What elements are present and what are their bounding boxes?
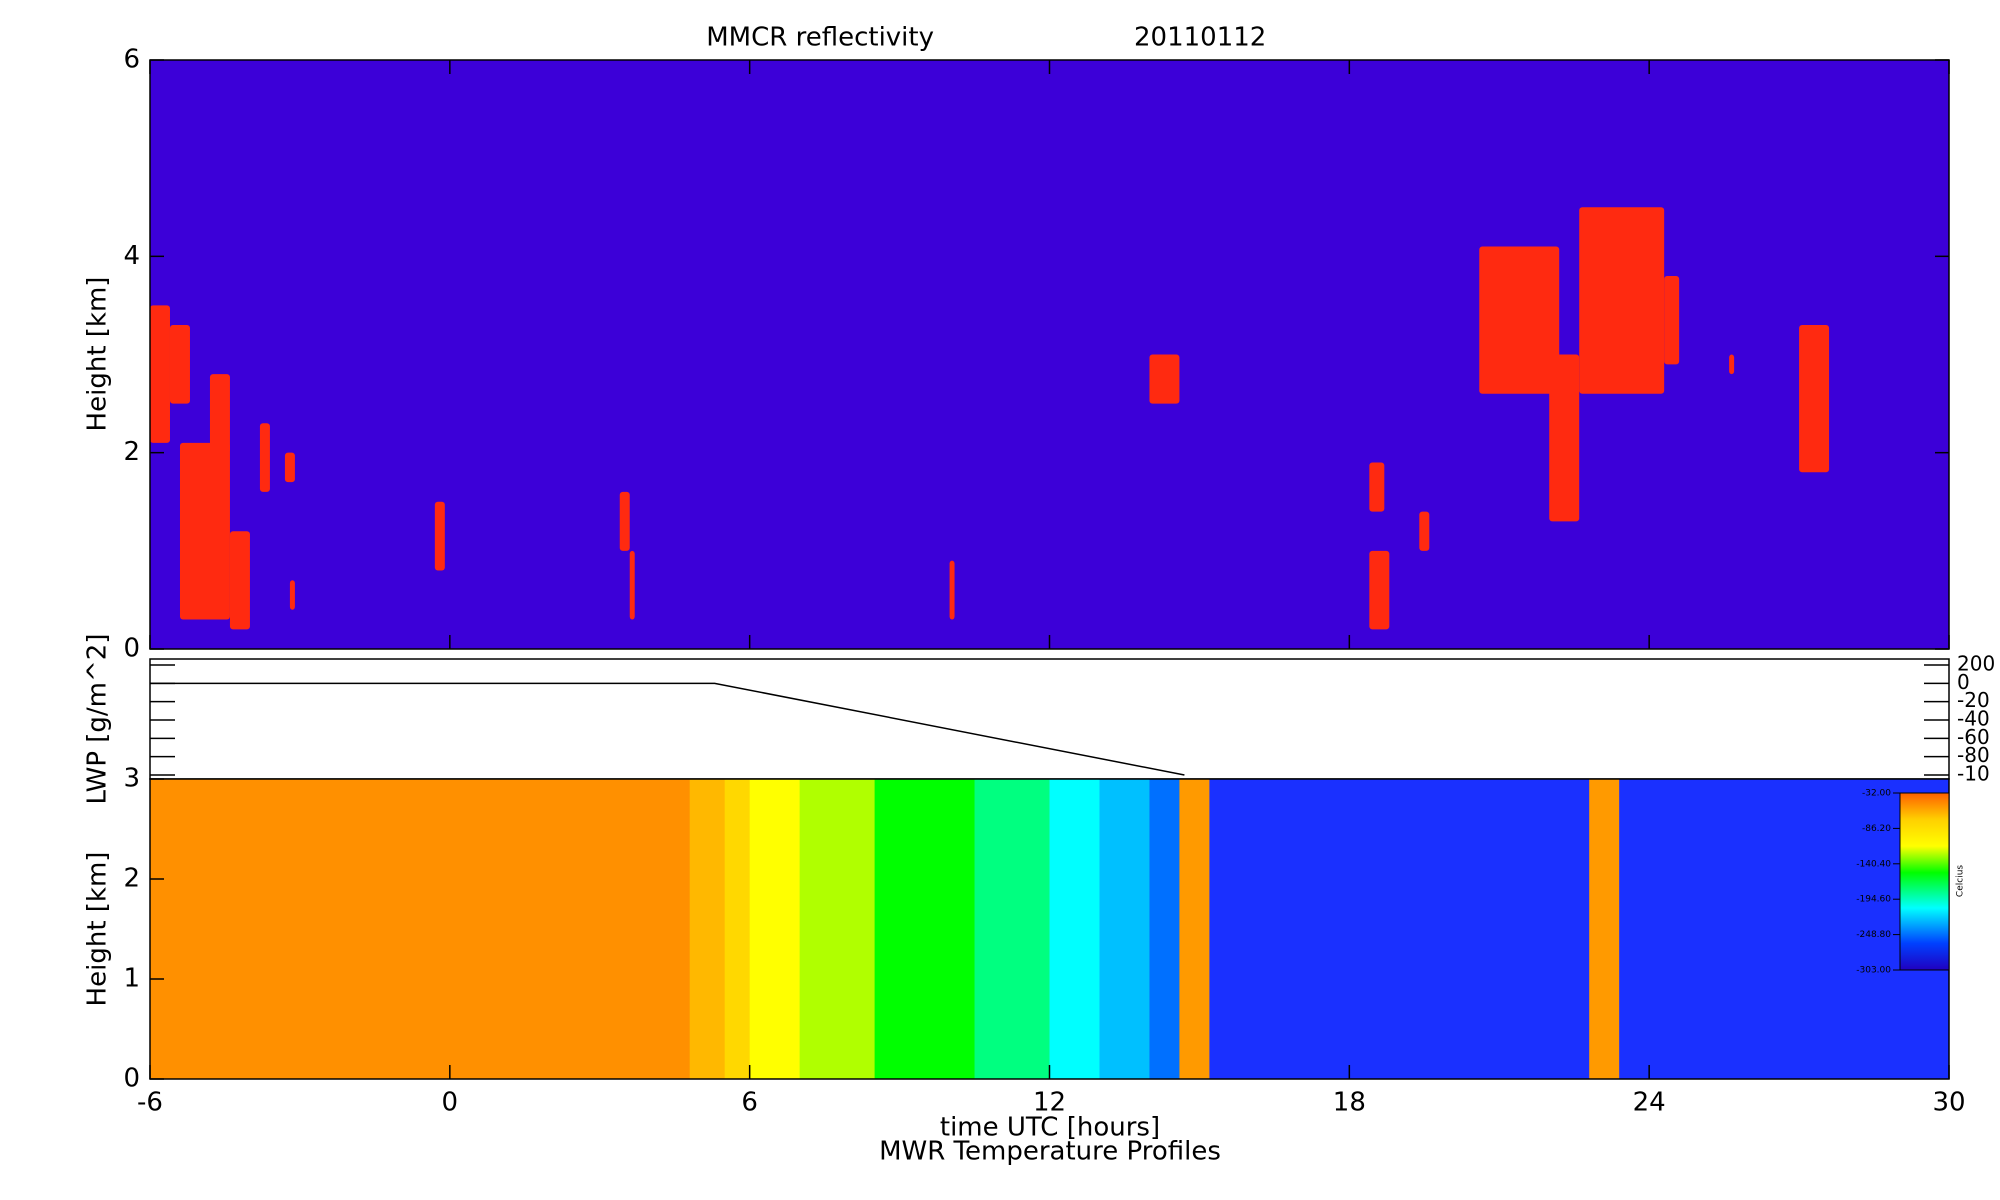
cloud — [949, 560, 955, 620]
colorbar-tick-label: -32.00 — [1862, 789, 1891, 799]
colorbar-tick-label: -140.40 — [1856, 859, 1891, 869]
temperature-band — [1619, 779, 1950, 1079]
y-tick-label: 0 — [123, 634, 140, 664]
cloud — [229, 531, 250, 630]
x-tick-label: 18 — [1333, 1088, 1366, 1118]
temperature-band — [1049, 779, 1100, 1079]
y2-tick-label: -20 — [1957, 688, 1990, 712]
y2-tick-label: 0 — [1957, 670, 1970, 694]
temperature-band — [1099, 779, 1150, 1079]
x-tick-label: 24 — [1633, 1088, 1666, 1118]
x-tick-label: 6 — [741, 1088, 758, 1118]
colorbar-tick-label: -303.00 — [1856, 966, 1891, 976]
x-tick-label: 12 — [1033, 1088, 1066, 1118]
cloud — [209, 374, 230, 453]
colorbar-tick-label: -86.20 — [1862, 824, 1891, 834]
cloud — [434, 501, 445, 571]
lwp-line — [150, 682, 1185, 776]
cloud — [289, 580, 295, 610]
cloud — [1664, 275, 1680, 365]
temperature-band — [799, 779, 876, 1079]
y-tick-label: 6 — [123, 45, 140, 75]
cloud — [1799, 325, 1830, 473]
cloud — [1149, 354, 1180, 404]
y2-tick-label: -60 — [1957, 725, 1990, 749]
y-tick-label: 4 — [123, 241, 140, 271]
x-tick-label: 0 — [442, 1088, 459, 1118]
subtitle: MWR Temperature Profiles — [879, 1137, 1221, 1167]
cloud — [1369, 462, 1385, 512]
cloud — [1369, 550, 1390, 630]
colorbar-tick-label: -248.80 — [1856, 930, 1891, 940]
x-tick-label: -6 — [137, 1088, 163, 1118]
cloud — [619, 491, 630, 551]
y2-tick-label: -10 — [1957, 762, 1990, 786]
temperature-band — [874, 779, 976, 1079]
title: MMCR reflectivity — [706, 23, 934, 53]
cloud — [259, 423, 270, 492]
cloud — [1729, 354, 1735, 375]
colorbar-tick-label: -194.60 — [1856, 895, 1891, 905]
x-tick-label: 30 — [1932, 1088, 1965, 1118]
y2-tick-label: -40 — [1957, 707, 1990, 731]
cloud — [629, 550, 635, 620]
temperature-band — [689, 779, 726, 1079]
temp-y-label: Height [km] — [83, 852, 113, 1007]
y-tick-label: 3 — [123, 764, 140, 794]
y-tick-label: 0 — [123, 1064, 140, 1094]
temperature-band — [1179, 779, 1210, 1079]
x-label: time UTC [hours] — [940, 1113, 1160, 1143]
cloud — [169, 325, 190, 404]
cloud — [1419, 511, 1430, 551]
y-label: Height [km] — [83, 277, 113, 432]
y2-tick-label: -80 — [1957, 743, 1990, 767]
y-tick-label: 2 — [123, 864, 140, 894]
cloud — [1549, 354, 1580, 522]
temperature-band — [150, 779, 691, 1079]
lwp-label: LWP [g/m^2] — [83, 634, 113, 805]
cloud — [1579, 207, 1665, 394]
y-tick-label: 2 — [123, 437, 140, 467]
temperature-band — [1149, 779, 1180, 1079]
cloud — [150, 305, 170, 443]
cloud — [179, 442, 230, 620]
temperature-band — [724, 779, 751, 1079]
temperature-band — [1589, 779, 1620, 1079]
y2-tick-label: 200 — [1957, 652, 1995, 676]
temperature-band — [974, 779, 1050, 1079]
date: 20110112 — [1134, 23, 1266, 53]
colorbar-label: Celcius — [1956, 865, 1966, 897]
colorbar — [1899, 792, 1950, 971]
temperature-band — [749, 779, 801, 1079]
lwp-frame — [149, 658, 1950, 780]
cloud — [284, 452, 295, 483]
temperature-band — [1209, 779, 1590, 1079]
y-tick-label: 1 — [123, 964, 140, 994]
cloud — [1479, 246, 1560, 394]
